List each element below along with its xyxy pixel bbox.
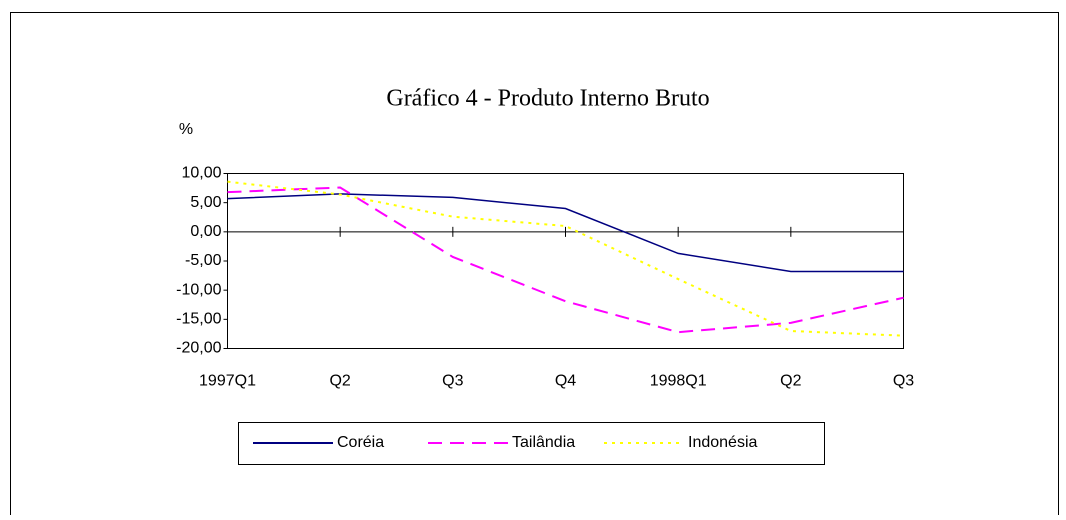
chart-frame <box>10 12 1059 515</box>
legend-label: Indonésia <box>688 434 757 451</box>
plot-area <box>227 173 904 349</box>
y-tick-label: -10,00 <box>176 281 221 298</box>
legend-label: Coréia <box>337 434 384 451</box>
x-tick-label: Q2 <box>329 373 350 390</box>
y-tick-label: 5,00 <box>190 194 221 211</box>
legend-label: Tailândia <box>512 434 575 451</box>
line-series <box>227 186 904 334</box>
x-tick-label: Q3 <box>442 373 463 390</box>
y-tick-label: -20,00 <box>176 340 221 357</box>
y-tick-label: -5,00 <box>185 252 222 269</box>
x-tick-label: Q4 <box>555 373 576 390</box>
legend <box>238 422 825 465</box>
y-tick-label: 10,00 <box>181 165 221 182</box>
line-series <box>227 180 904 337</box>
x-tick-label: 1997Q1 <box>199 373 256 390</box>
x-tick-label: Q3 <box>893 373 914 390</box>
x-tick-label: Q2 <box>780 373 801 390</box>
y-tick-label: -15,00 <box>176 311 221 328</box>
chart-title: Gráfico 4 - Produto Interno Bruto <box>386 86 709 112</box>
y-axis-label: % <box>179 121 193 138</box>
x-tick-label: 1998Q1 <box>650 373 707 390</box>
y-tick-label: 0,00 <box>190 223 221 240</box>
